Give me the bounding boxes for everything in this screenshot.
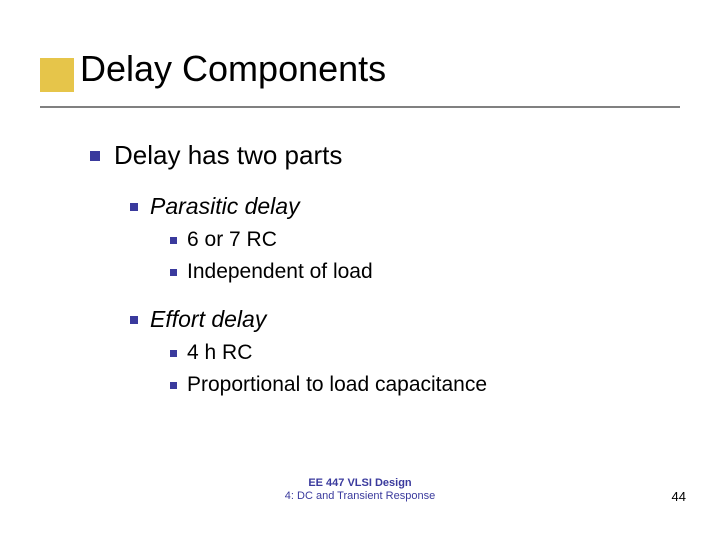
bullet-level2: Parasitic delay <box>130 193 670 220</box>
bullet-level2: Effort delay <box>130 306 670 333</box>
level3-text: 6 or 7 RC <box>187 228 277 252</box>
title-accent-square <box>40 58 74 92</box>
square-bullet-icon <box>170 269 177 276</box>
level1-text: Delay has two parts <box>114 140 342 171</box>
square-bullet-icon <box>90 151 100 161</box>
bullet-level1: Delay has two parts <box>90 140 670 171</box>
bullet-level3: Independent of load <box>170 260 670 284</box>
page-number: 44 <box>672 489 686 504</box>
square-bullet-icon <box>170 237 177 244</box>
slide: { "title": "Delay Components", "accent_c… <box>0 0 720 540</box>
level3-text: 4 h RC <box>187 341 252 365</box>
square-bullet-icon <box>130 203 138 211</box>
square-bullet-icon <box>170 382 177 389</box>
bullet-level3: 4 h RC <box>170 341 670 365</box>
square-bullet-icon <box>170 350 177 357</box>
content-body: Delay has two parts Parasitic delay 6 or… <box>90 140 670 405</box>
level3-text: Proportional to load capacitance <box>187 373 487 397</box>
title-underline <box>40 106 680 108</box>
bullet-level3: Proportional to load capacitance <box>170 373 670 397</box>
bullet-level3: 6 or 7 RC <box>170 228 670 252</box>
footer-line1: EE 447 VLSI Design <box>308 477 411 489</box>
level2-text: Effort delay <box>150 306 266 333</box>
footer-line2: 4: DC and Transient Response <box>0 490 720 504</box>
level2-text: Parasitic delay <box>150 193 300 220</box>
footer: EE 447 VLSI Design 4: DC and Transient R… <box>0 477 720 505</box>
square-bullet-icon <box>130 316 138 324</box>
title-area: Delay Components <box>40 48 680 102</box>
level3-text: Independent of load <box>187 260 373 284</box>
slide-title: Delay Components <box>80 48 386 90</box>
